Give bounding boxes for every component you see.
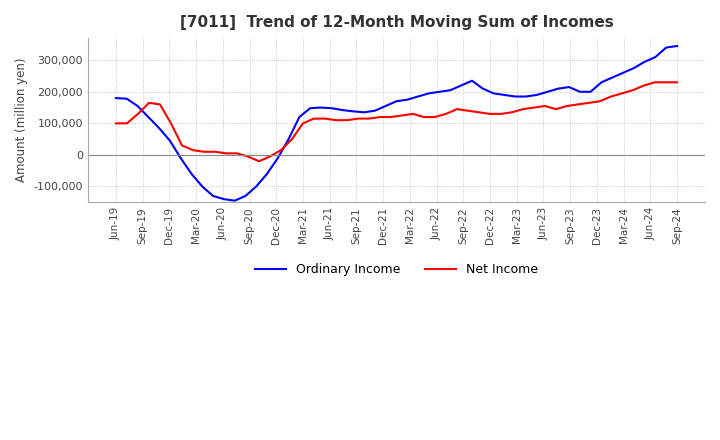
Net Income: [464, 108, 472, 114]
Ordinary Income: [230, 198, 239, 203]
Line: Ordinary Income: Ordinary Income: [116, 46, 677, 201]
Net Income: [420, 114, 428, 120]
Net Income: [651, 80, 660, 85]
Ordinary Income: [274, 155, 282, 161]
Net Income: [485, 111, 494, 117]
Net Income: [320, 116, 329, 121]
Ordinary Income: [457, 83, 466, 88]
Net Income: [387, 114, 395, 120]
Net Income: [672, 80, 681, 85]
Legend: Ordinary Income, Net Income: Ordinary Income, Net Income: [250, 258, 544, 282]
Ordinary Income: [618, 70, 627, 76]
Ordinary Income: [554, 86, 562, 91]
Ordinary Income: [112, 95, 120, 101]
Title: [7011]  Trend of 12-Month Moving Sum of Incomes: [7011] Trend of 12-Month Moving Sum of I…: [179, 15, 613, 30]
Net Income: [255, 158, 264, 164]
Net Income: [156, 102, 164, 107]
Ordinary Income: [446, 88, 455, 93]
Line: Net Income: Net Income: [116, 82, 677, 161]
Ordinary Income: [672, 44, 681, 49]
Ordinary Income: [479, 86, 487, 91]
Y-axis label: Amount (million yen): Amount (million yen): [15, 58, 28, 183]
Net Income: [112, 121, 120, 126]
